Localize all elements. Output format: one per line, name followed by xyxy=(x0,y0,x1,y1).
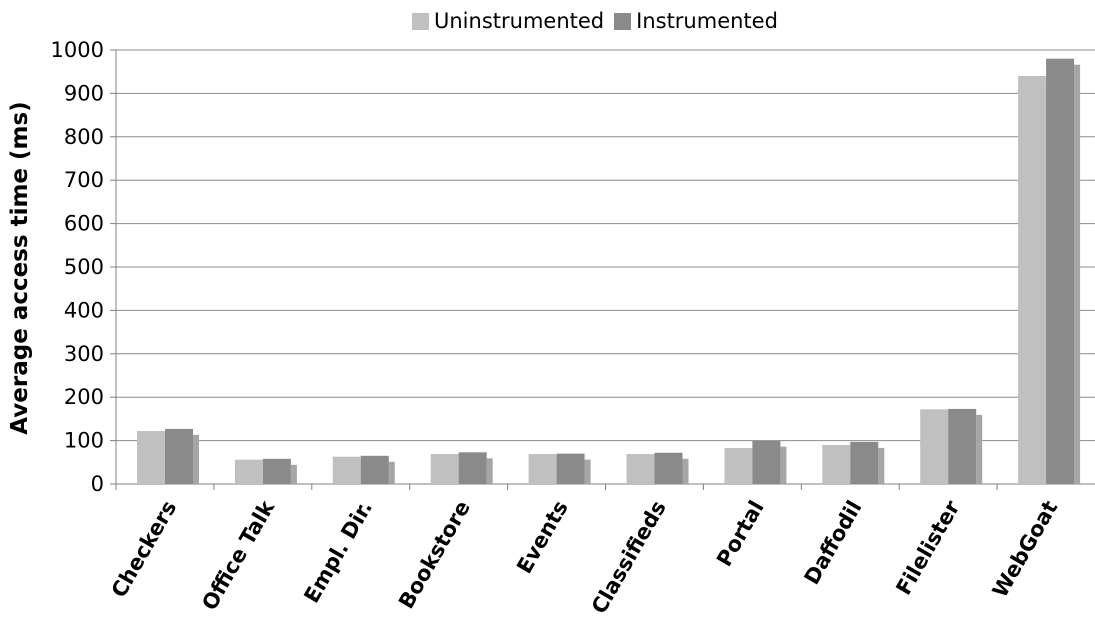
bar-shadow xyxy=(780,446,787,484)
bar-uninstrumented-events xyxy=(528,454,557,484)
bar-shadow xyxy=(1074,64,1081,485)
bar-uninstrumented-daffodil xyxy=(822,444,851,484)
bar-uninstrumented-portal xyxy=(724,447,753,484)
y-tick-label: 700 xyxy=(64,168,104,192)
bar-uninstrumented-webgoat xyxy=(1018,76,1047,484)
x-tick-label: Classifieds xyxy=(587,497,671,618)
y-tick-label: 600 xyxy=(64,212,104,236)
legend-item-uninstrumented: Uninstrumented xyxy=(412,9,604,33)
bar-shadow xyxy=(584,459,591,484)
legend-swatch-uninstrumented xyxy=(412,12,429,30)
bar-instrumented-webgoat xyxy=(1046,58,1075,485)
legend-label-uninstrumented: Uninstrumented xyxy=(434,9,605,33)
legend-label-instrumented: Instrumented xyxy=(636,9,778,33)
x-tick-label: Office Talk xyxy=(197,496,279,615)
bar-uninstrumented-classifieds xyxy=(626,454,655,484)
bar-instrumented-classifieds xyxy=(654,452,683,484)
x-tick-label: Bookstore xyxy=(394,497,475,613)
bar-uninstrumented-filelister xyxy=(920,409,949,484)
y-tick-label: 200 xyxy=(64,385,104,409)
legend: Uninstrumented Instrumented xyxy=(412,6,788,36)
legend-item-instrumented: Instrumented xyxy=(614,9,778,33)
bar-shadow xyxy=(388,461,395,484)
bar-instrumented-empl-dir- xyxy=(360,455,389,484)
bar-shadow xyxy=(682,458,689,484)
x-tick-label: Filelister xyxy=(891,496,964,599)
y-tick-label: 0 xyxy=(91,472,104,496)
bar-uninstrumented-bookstore xyxy=(430,454,459,484)
bar-shadow xyxy=(290,464,297,484)
y-tick-label: 800 xyxy=(64,125,104,149)
y-tick-label: 300 xyxy=(64,342,104,366)
bar-instrumented-filelister xyxy=(948,408,977,484)
x-tick-label: Empl. Dir. xyxy=(299,497,377,607)
x-tick-label: Checkers xyxy=(107,497,182,602)
bar-instrumented-checkers xyxy=(165,428,193,484)
bar-uninstrumented-checkers xyxy=(137,431,165,484)
bar-instrumented-bookstore xyxy=(458,452,487,484)
bar-instrumented-daffodil xyxy=(850,441,879,484)
x-tick-label: Daffodil xyxy=(800,497,867,589)
y-tick-label: 500 xyxy=(64,255,104,279)
bar-shadow xyxy=(976,414,983,484)
y-tick-label: 1000 xyxy=(51,38,104,62)
bar-instrumented-office-talk xyxy=(262,458,291,484)
y-tick-label: 100 xyxy=(64,429,104,453)
bar-instrumented-portal xyxy=(752,440,781,484)
bar-shadow xyxy=(878,447,885,484)
x-tick-label: Portal xyxy=(712,497,769,571)
x-tick-label: Events xyxy=(512,497,573,578)
bar-instrumented-events xyxy=(556,453,585,484)
bar-shadow xyxy=(193,434,199,484)
x-tick-label: WebGoat xyxy=(988,497,1063,602)
bar-uninstrumented-empl-dir- xyxy=(332,456,361,484)
legend-swatch-instrumented xyxy=(614,12,632,30)
y-tick-label: 400 xyxy=(64,298,104,322)
y-tick-label: 900 xyxy=(64,81,104,105)
bar-uninstrumented-office-talk xyxy=(234,459,263,484)
bar-shadow xyxy=(486,458,493,484)
